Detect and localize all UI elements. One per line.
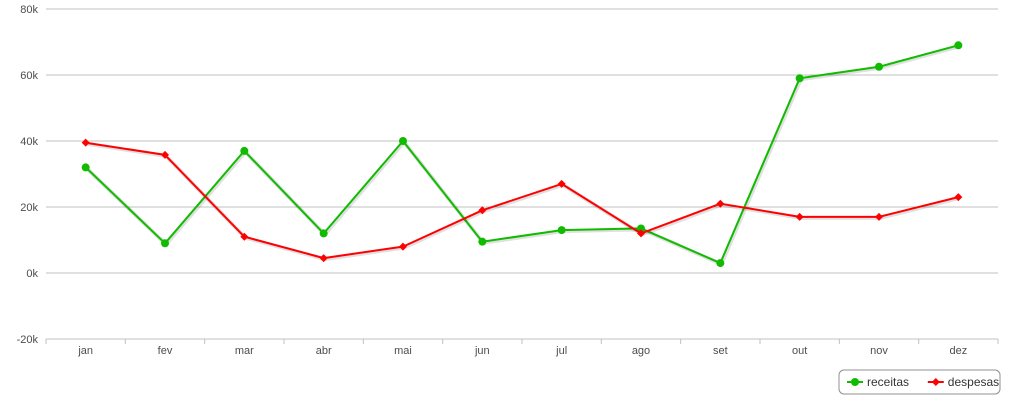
data-point-receitas: [795, 74, 804, 83]
legend[interactable]: receitas despesas: [838, 369, 1001, 395]
data-point-receitas: [716, 259, 725, 268]
legend-marker-circle: [851, 378, 859, 386]
legend-marker-diamond: [931, 378, 940, 386]
x-tick-label: jul: [555, 345, 567, 357]
series-line-shadow: [85, 44, 960, 267]
legend-label-receitas: receitas: [867, 375, 909, 389]
series-line-despesas: [85, 141, 959, 260]
data-point-receitas: [478, 237, 487, 246]
data-point-receitas: [240, 146, 249, 155]
data-point-receitas: [954, 41, 963, 50]
data-point-despesas: [161, 150, 169, 159]
data-point-despesas: [240, 232, 249, 241]
y-tick-label: 40k: [20, 136, 38, 148]
data-point-receitas: [399, 137, 407, 145]
data-point-despesas: [478, 206, 487, 215]
x-tick-label: set: [713, 345, 728, 357]
y-gridlines: [46, 8, 998, 340]
y-axis: -20k 0k 20k 40k 60k 80k: [17, 4, 39, 346]
data-point-receitas: [161, 239, 169, 248]
x-tick-label: mar: [235, 345, 254, 357]
data-point-despesas: [716, 199, 725, 208]
data-point-receitas: [875, 62, 883, 71]
legend-label-despesas: despesas: [948, 375, 999, 389]
series-line-receitas: [85, 44, 959, 265]
x-tick-label: fev: [158, 345, 173, 357]
y-tick-label: -20k: [17, 334, 39, 346]
x-tick-label: abr: [316, 345, 332, 357]
data-point-despesas: [875, 212, 883, 221]
x-tick-label: nov: [870, 345, 888, 357]
x-tick-label: ago: [632, 345, 650, 357]
x-tick-label: mai: [394, 345, 412, 357]
plot-area: [81, 41, 963, 268]
data-point-despesas: [637, 229, 645, 238]
y-tick-label: 80k: [20, 4, 38, 16]
data-point-despesas: [81, 138, 90, 147]
data-point-despesas: [954, 193, 963, 202]
x-tick-label: dez: [949, 345, 967, 357]
legend-box: [838, 369, 1001, 395]
data-point-despesas: [557, 179, 566, 188]
data-point-receitas: [319, 229, 328, 238]
y-tick-label: 60k: [20, 70, 38, 82]
x-tick-label: jan: [77, 345, 93, 357]
y-tick-label: 0k: [26, 268, 38, 280]
data-point-receitas: [81, 163, 90, 172]
data-point-receitas: [637, 224, 645, 233]
x-tick-label: jun: [474, 345, 490, 357]
y-tick-label: 20k: [20, 202, 38, 214]
series-line-shadow: [86, 141, 960, 262]
data-point-receitas: [557, 226, 566, 235]
x-tick-label: out: [792, 345, 807, 357]
data-point-despesas: [319, 254, 328, 263]
x-axis: jan fev mar abr mai jun jul ago set out nov dez: [45, 338, 999, 357]
data-point-despesas: [399, 242, 407, 251]
data-point-despesas: [795, 212, 804, 221]
